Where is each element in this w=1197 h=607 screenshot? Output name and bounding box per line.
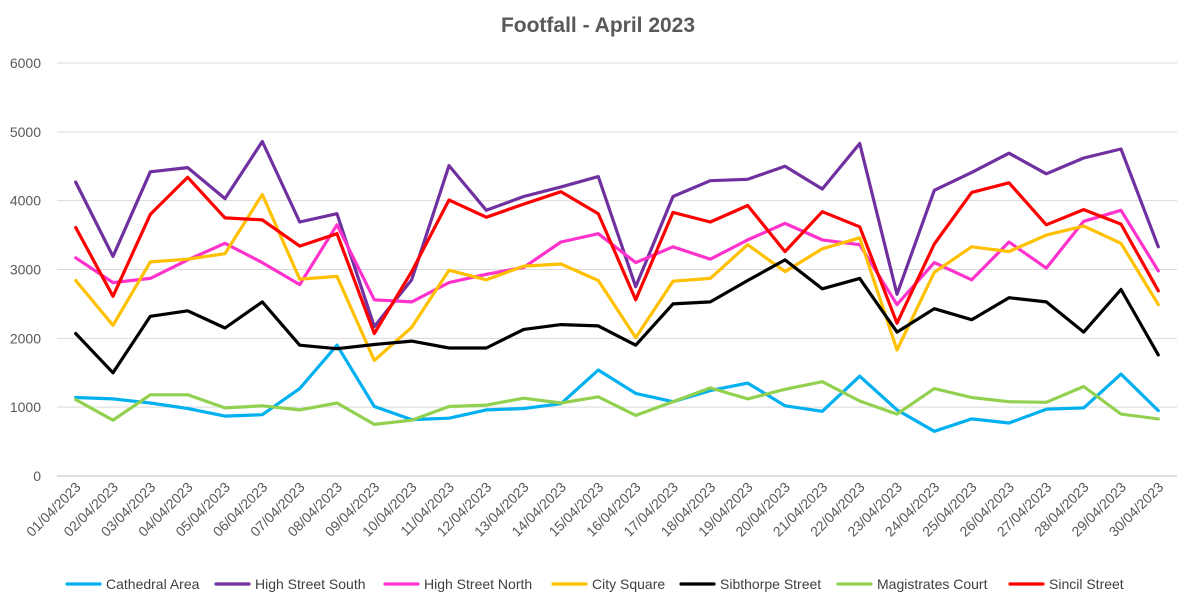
y-tick-label: 3000 xyxy=(10,262,41,278)
series-line-magistrates-court xyxy=(74,380,1160,426)
y-tick-label: 1000 xyxy=(10,399,41,415)
series-line-high-street-north xyxy=(74,208,1160,307)
gridlines xyxy=(57,62,1177,477)
series-lines xyxy=(74,139,1160,433)
series-line-cathedral-area xyxy=(74,343,1160,433)
y-axis-ticks: 0 1000 2000 3000 4000 5000 6000 xyxy=(10,55,41,484)
series-line-sincil-street xyxy=(74,175,1160,336)
y-tick-label: 5000 xyxy=(10,124,41,140)
x-axis-ticks: 01/04/202302/04/202303/04/202304/04/2023… xyxy=(23,479,1167,540)
y-tick-label: 4000 xyxy=(10,193,41,209)
y-tick-label: 6000 xyxy=(10,55,41,71)
series-line-high-street-south xyxy=(74,139,1160,329)
legend-label-magistrates-court: Magistrates Court xyxy=(877,576,988,592)
legend-label-cathedral-area: Cathedral Area xyxy=(106,576,200,592)
y-tick-label: 0 xyxy=(33,468,41,484)
series-line-city-square xyxy=(74,192,1160,362)
series-line-sibthorpe-street xyxy=(74,258,1160,375)
legend-label-sincil-street: Sincil Street xyxy=(1049,576,1124,592)
legend: Cathedral Area High Street South High Stre… xyxy=(65,576,1124,592)
legend-label-city-square: City Square xyxy=(592,576,665,592)
legend-label-high-street-north: High Street North xyxy=(424,576,532,592)
chart-title: Footfall - April 2023 xyxy=(501,14,695,37)
legend-label-high-street-south: High Street South xyxy=(255,576,366,592)
y-tick-label: 2000 xyxy=(10,330,41,346)
legend-label-sibthorpe-street: Sibthorpe Street xyxy=(720,576,821,592)
